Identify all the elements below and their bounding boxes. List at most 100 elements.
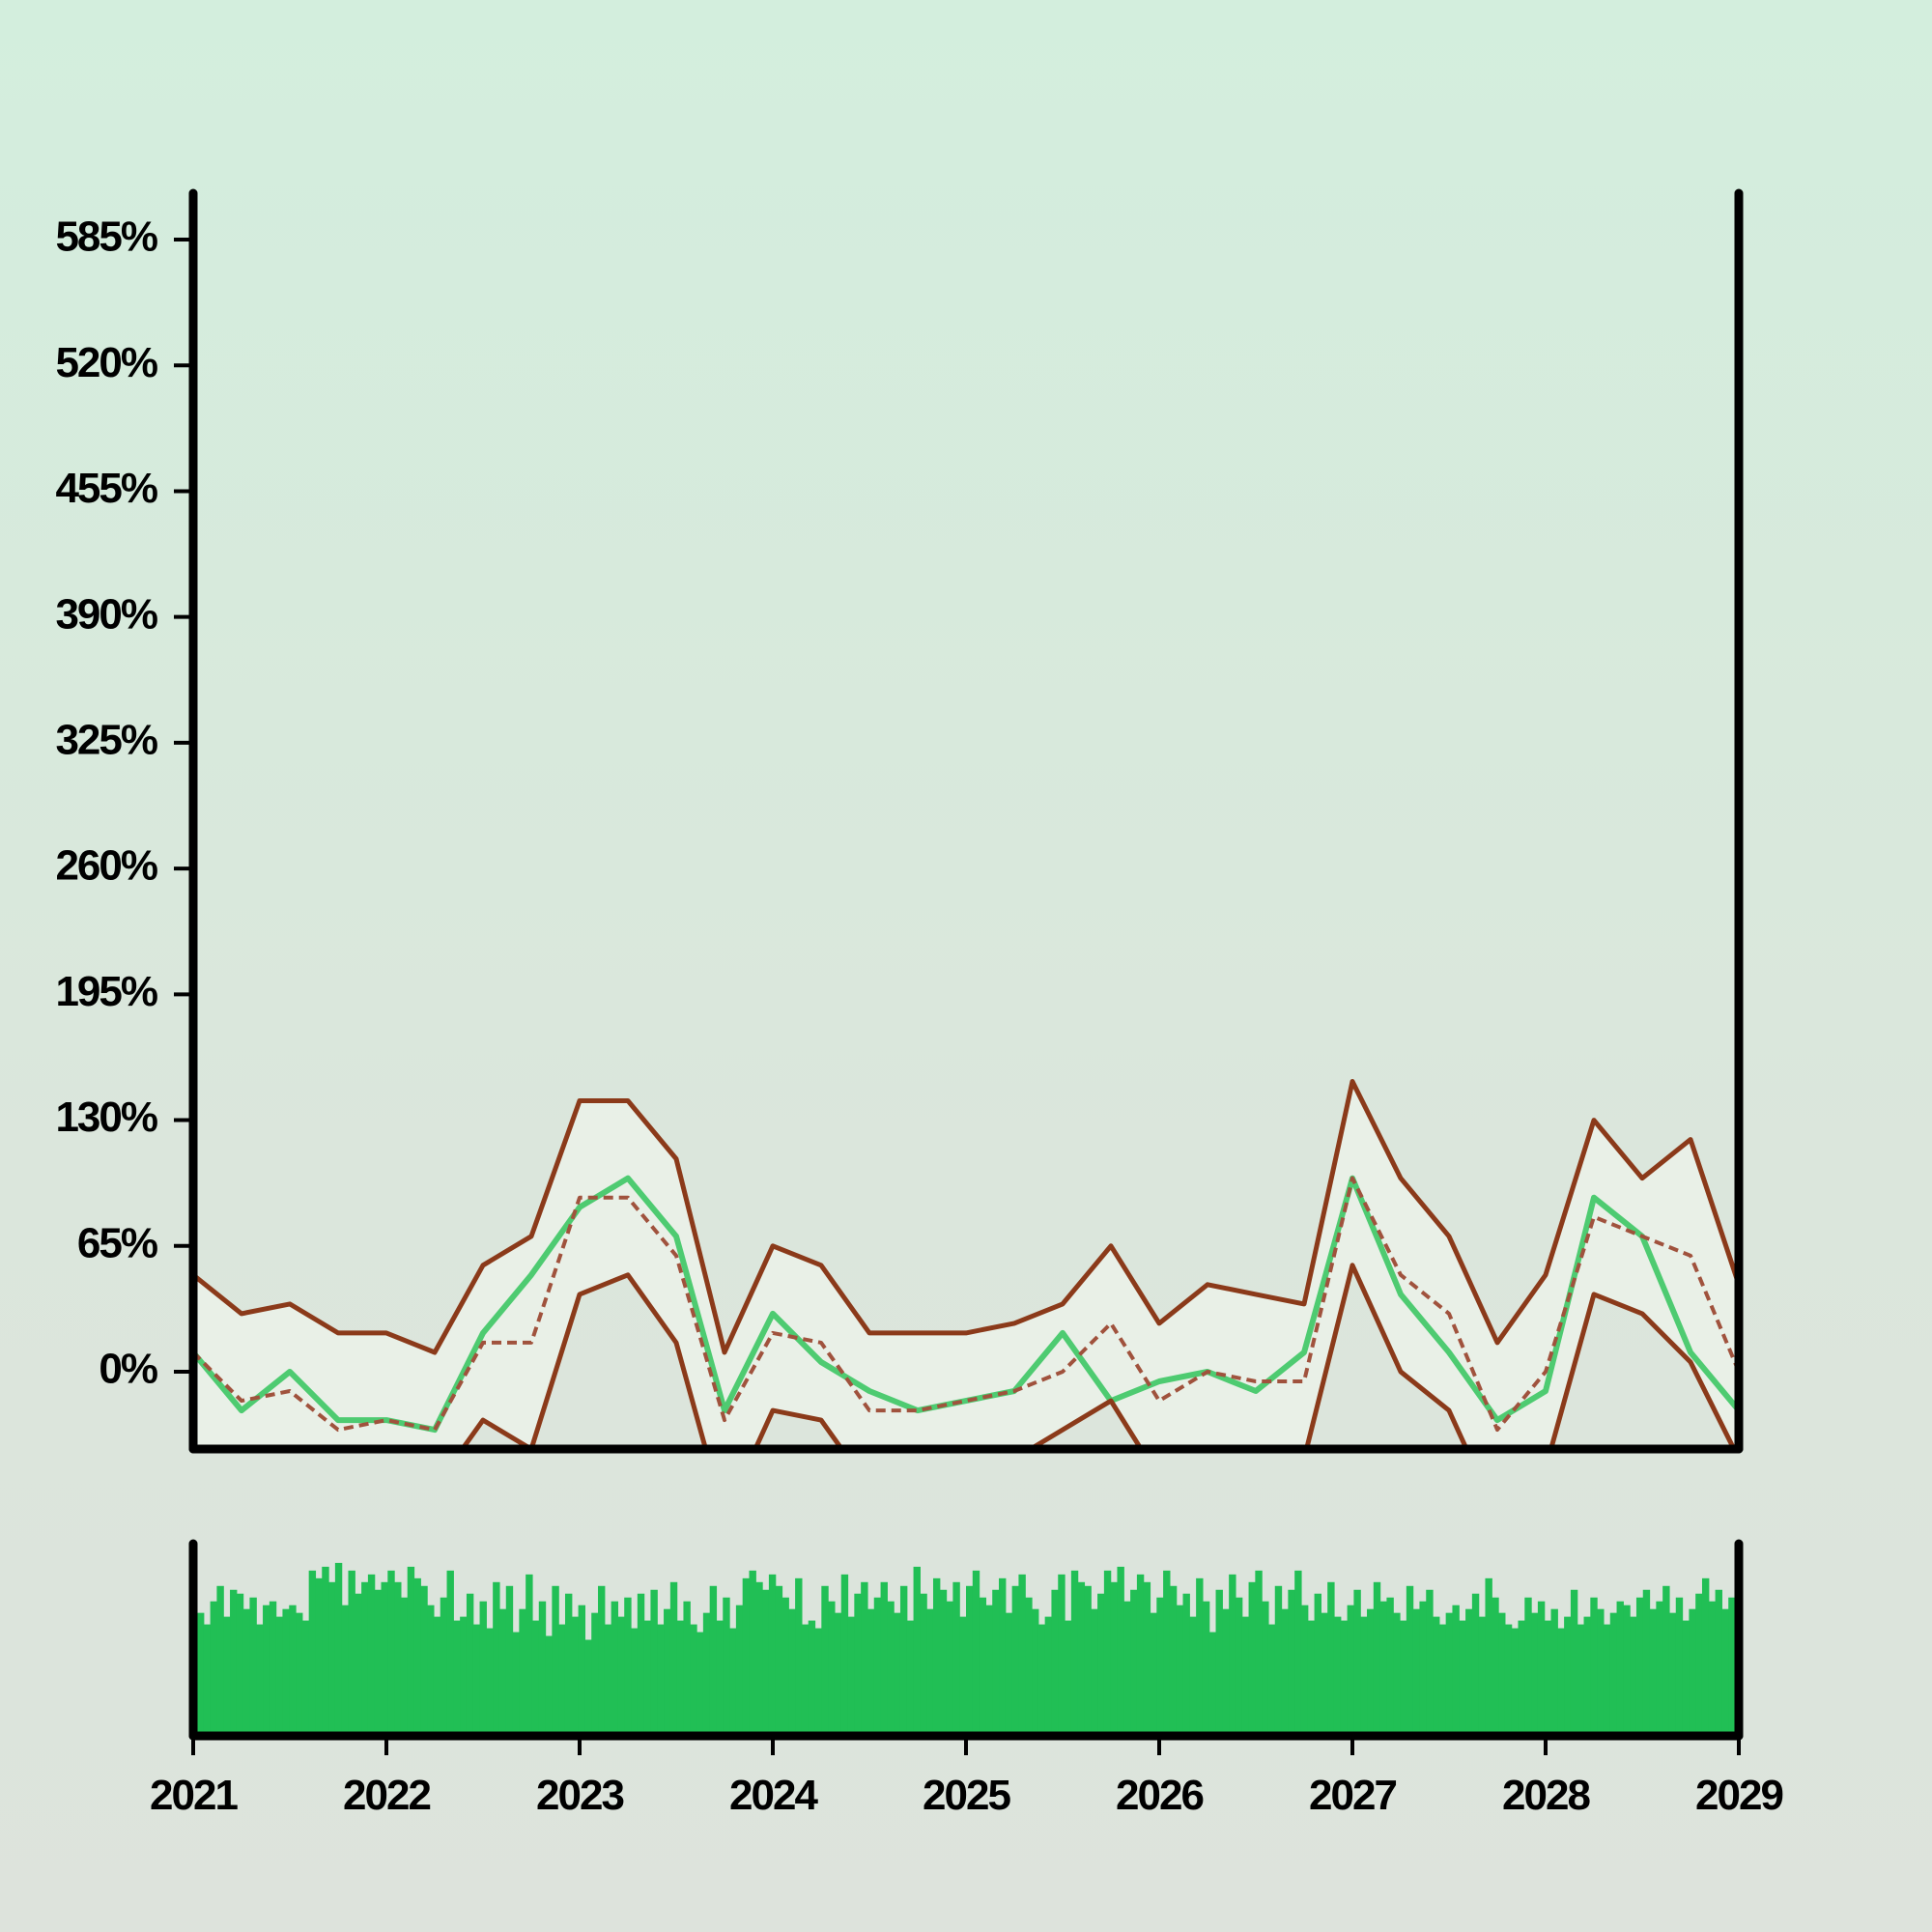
volume-bar (400, 1597, 409, 1736)
volume-bar (1623, 1605, 1631, 1736)
volume-bar (1163, 1570, 1171, 1736)
volume-bar (1130, 1589, 1138, 1736)
volume-bar (1609, 1612, 1618, 1736)
volume-bar (1577, 1624, 1585, 1736)
volume-bar (1044, 1616, 1053, 1736)
volume-bar (367, 1574, 376, 1736)
x-tick-label: 2022 (343, 1772, 430, 1819)
volume-bar (959, 1616, 967, 1736)
volume-bar (216, 1585, 224, 1736)
volume-bar (932, 1577, 941, 1736)
band-fill (193, 1081, 1739, 1449)
volume-bar (1077, 1581, 1086, 1736)
volume-bar (899, 1585, 908, 1736)
volume-bar (355, 1593, 362, 1736)
volume-bar (1675, 1597, 1684, 1736)
volume-bar (315, 1577, 323, 1736)
volume-bar (1656, 1601, 1663, 1736)
volume-bar (374, 1589, 383, 1736)
volume-bar (939, 1589, 948, 1736)
volume-bar (624, 1597, 632, 1736)
volume-bar (683, 1601, 691, 1736)
y-tick-label: 195% (55, 968, 156, 1015)
volume-bar (768, 1574, 777, 1736)
volume-bar (381, 1581, 388, 1736)
volume-bar (1353, 1589, 1361, 1736)
volume-bar (472, 1624, 481, 1736)
volume-bar (1564, 1616, 1572, 1736)
y-tick-label: 260% (55, 842, 156, 890)
volume-bar (1340, 1620, 1349, 1736)
volume-bar (1570, 1589, 1578, 1736)
volume-bar (387, 1570, 395, 1736)
volume-bar (650, 1589, 658, 1736)
volume-bar (920, 1593, 927, 1736)
volume-bar (1550, 1608, 1558, 1736)
volume-bar (1400, 1620, 1407, 1736)
volume-bar (1255, 1570, 1263, 1736)
volume-bar (1321, 1612, 1328, 1736)
volume-bar (1202, 1601, 1210, 1736)
volume-bar (1452, 1605, 1460, 1736)
volume-bar (1662, 1585, 1670, 1736)
volume-bar (197, 1612, 205, 1736)
y-tick-label: 65% (77, 1219, 157, 1266)
moving-average-line (193, 1176, 1739, 1433)
volume-bar (1150, 1612, 1157, 1736)
upper-band-line (193, 1079, 1739, 1355)
y-tick-label: 585% (55, 213, 156, 261)
volume-bar (788, 1608, 796, 1736)
volume-bar (1196, 1577, 1204, 1736)
volume-bar (781, 1597, 789, 1736)
volume-bar (1065, 1620, 1072, 1736)
volume-bar (611, 1601, 619, 1736)
volume-bar (545, 1635, 553, 1736)
volume-bar (1630, 1616, 1637, 1736)
volume-bar (236, 1593, 244, 1736)
volume-bar (578, 1605, 585, 1736)
volume-bar (696, 1632, 704, 1736)
volume-bar (854, 1593, 862, 1736)
volume-bar (598, 1585, 606, 1736)
volume-bar (1373, 1581, 1381, 1736)
volume-bar (1498, 1612, 1506, 1736)
volume-bar (972, 1570, 980, 1736)
volume-bar (1597, 1608, 1605, 1736)
volume-bar (1222, 1608, 1230, 1736)
volume-bar (526, 1574, 533, 1736)
volume-bar (1182, 1593, 1190, 1736)
volume-bar (1603, 1624, 1611, 1736)
volume-bar (1229, 1574, 1236, 1736)
volume-bar (887, 1601, 895, 1736)
volume-bar (322, 1566, 329, 1736)
volume-bar (690, 1624, 697, 1736)
volume-bar (1695, 1593, 1703, 1736)
volume-bar (894, 1612, 901, 1736)
volume-bar (440, 1597, 448, 1736)
volume-bar (334, 1562, 343, 1736)
volume-bar (1360, 1616, 1368, 1736)
volume-bar (742, 1577, 751, 1736)
volume-bar (926, 1608, 934, 1736)
volume-bar (348, 1570, 355, 1736)
y-tick-label: 455% (55, 465, 156, 512)
volume-bar (1590, 1597, 1598, 1736)
volume-bar (1728, 1597, 1736, 1736)
volume-bar (479, 1601, 487, 1736)
volume-bar (1465, 1608, 1473, 1736)
volume-bar (282, 1608, 290, 1736)
volume-bar (296, 1612, 303, 1736)
volume-bar (1176, 1605, 1184, 1736)
volume-bar (999, 1577, 1007, 1736)
volume-bar (446, 1570, 454, 1736)
volume-bar (1037, 1624, 1046, 1736)
volume-bar (407, 1566, 415, 1736)
volume-bar (558, 1624, 566, 1736)
volume-bar (1583, 1616, 1591, 1736)
volume-bar (873, 1597, 882, 1736)
volume-bar (637, 1593, 645, 1736)
volume-bar (1333, 1616, 1342, 1736)
x-tick-label: 2025 (923, 1772, 1010, 1819)
volume-bar (1511, 1628, 1520, 1736)
volume-bar (1208, 1632, 1217, 1736)
